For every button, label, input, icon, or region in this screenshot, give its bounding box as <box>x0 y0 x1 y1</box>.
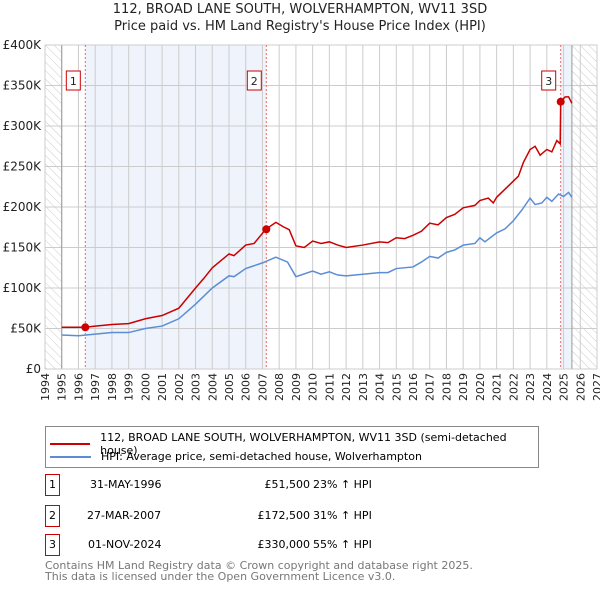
footer-line: This data is licensed under the Open Gov… <box>45 570 396 583</box>
sale-marker-label: 3 <box>45 534 60 556</box>
legend-swatch-blue <box>50 455 91 458</box>
legend-swatch-red <box>50 443 91 445</box>
x-tick-label: 1999 <box>123 373 136 401</box>
sale-marker-box <box>246 70 262 91</box>
sale-price: £172,500 <box>257 509 311 522</box>
y-tick-label: £100K <box>3 281 43 295</box>
x-tick-label: 2006 <box>240 373 253 401</box>
plot-border <box>44 44 598 370</box>
x-tick-label: 2020 <box>474 373 487 401</box>
x-tick-label: 2024 <box>541 373 554 401</box>
x-tick-label: 2001 <box>156 373 169 401</box>
sale-price: £330,000 <box>257 538 311 551</box>
x-tick-label: 2013 <box>357 373 370 401</box>
x-tick-label: 2003 <box>190 373 203 401</box>
x-tick-label: 1996 <box>72 373 85 401</box>
sale-point <box>81 323 90 332</box>
x-tick-label: 2012 <box>340 373 353 401</box>
x-tick-label: 2011 <box>323 373 336 401</box>
y-tick-label: £400K <box>3 38 43 52</box>
sale-row: 2 27-MAR-2007 £172,500 31% ↑ HPI <box>45 505 465 527</box>
x-tick-label: 2025 <box>558 373 571 401</box>
x-tick-label: 2014 <box>374 373 387 401</box>
y-tick-label: £300K <box>3 119 43 133</box>
y-tick-label: £0 <box>26 362 41 376</box>
x-tick-label: 2004 <box>206 373 219 401</box>
x-tick-label: 1995 <box>56 373 69 401</box>
x-tick-label: 1997 <box>89 373 102 401</box>
x-tick-label: 2022 <box>507 373 520 401</box>
x-tick-label: 2021 <box>491 373 504 401</box>
x-tick-label: 2008 <box>273 373 286 401</box>
sale-marker-box <box>65 70 81 91</box>
sale-marker-box <box>541 70 557 91</box>
x-tick-label: 2018 <box>440 373 453 401</box>
x-tick-label: 2016 <box>407 373 420 401</box>
sale-price: £51,500 <box>264 478 311 491</box>
x-tick-label: 2017 <box>424 373 437 401</box>
y-tick-label: £200K <box>3 200 43 214</box>
sale-marker-label: 1 <box>45 474 60 496</box>
y-tick-label: £250K <box>3 160 43 174</box>
x-tick-label: 1998 <box>106 373 119 401</box>
x-tick-label: 2005 <box>223 373 236 401</box>
sale-date: 27-MAR-2007 <box>87 509 162 522</box>
legend-item-property: 112, BROAD LANE SOUTH, WOLVERHAMPTON, WV… <box>50 431 538 457</box>
y-tick-label: £150K <box>3 241 43 255</box>
sale-hpi: 55% ↑ HPI <box>313 538 372 551</box>
legend-label: 112, BROAD LANE SOUTH, WOLVERHAMPTON, WV… <box>100 431 507 457</box>
legend-item-hpi: HPI: Average price, semi-detached house,… <box>50 450 422 463</box>
x-tick-label: 2023 <box>524 373 537 401</box>
x-tick-label: 2015 <box>390 373 403 401</box>
y-tick-label: £50K <box>10 322 42 336</box>
series-line <box>61 191 573 337</box>
y-tick-label: £350K <box>3 79 43 93</box>
legend-label: HPI: Average price, semi-detached house,… <box>101 450 422 463</box>
x-tick-label: 2009 <box>290 373 303 401</box>
sale-point <box>262 225 271 234</box>
sale-marker-label: 1 <box>70 75 77 88</box>
sale-hpi: 31% ↑ HPI <box>313 509 372 522</box>
x-tick-label: 2027 <box>591 373 600 401</box>
x-tick-label: 2002 <box>173 373 186 401</box>
footer-line: Contains HM Land Registry data © Crown c… <box>45 559 473 572</box>
x-tick-label: 2007 <box>256 373 269 401</box>
x-tick-label: 2019 <box>457 373 470 401</box>
x-tick-label: 2010 <box>307 373 320 401</box>
chart-plot: 1994 1995 1996 1997 1998 1999 2000 2001 2002 2003… <box>3 38 600 401</box>
footer: Contains HM Land Registry data © Crown c… <box>45 560 473 582</box>
sale-row: 3 01-NOV-2024 £330,000 55% ↑ HPI <box>45 534 465 556</box>
sale-date: 31-MAY-1996 <box>90 478 162 491</box>
chart-subtitle: Price paid vs. HM Land Registry's House … <box>114 19 486 34</box>
sale-point <box>556 97 565 106</box>
x-tick-label: 1994 <box>39 373 52 401</box>
x-tick-label: 2026 <box>574 373 587 401</box>
chart-title: 112, BROAD LANE SOUTH, WOLVERHAMPTON, WV… <box>112 2 488 17</box>
x-tick-label: 2000 <box>139 373 152 401</box>
sale-marker-label: 2 <box>45 505 60 527</box>
sale-row: 1 31-MAY-1996 £51,500 23% ↑ HPI <box>45 474 465 496</box>
sale-date: 01-NOV-2024 <box>88 538 162 551</box>
legend: 112, BROAD LANE SOUTH, WOLVERHAMPTON, WV… <box>45 426 539 468</box>
sale-marker-label: 3 <box>545 75 552 88</box>
sale-marker-label: 2 <box>251 75 258 88</box>
sale-hpi: 23% ↑ HPI <box>313 478 372 491</box>
series-line <box>61 96 573 329</box>
